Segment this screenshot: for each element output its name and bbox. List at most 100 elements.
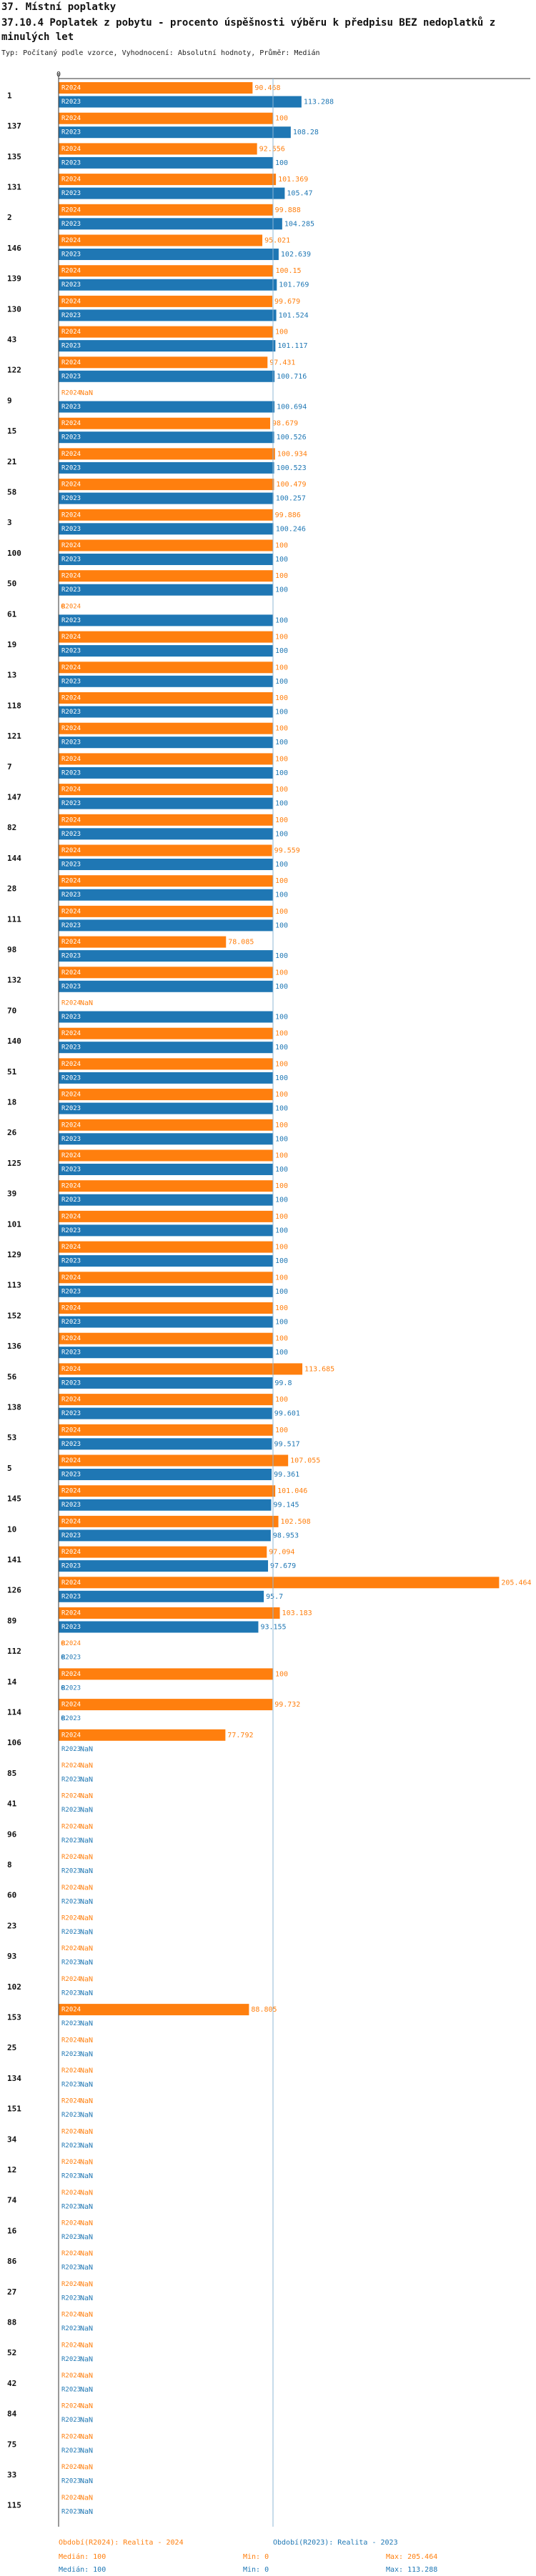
series-row-label: R2024 <box>61 268 81 275</box>
value-label: 113.685 <box>304 1365 334 1373</box>
value-label: 101.117 <box>277 342 307 350</box>
value-label: NaN <box>80 1914 93 1922</box>
category-label: 13 <box>7 671 16 680</box>
series-row-label: R2024 <box>61 2495 81 2502</box>
series-row-label: R2024 <box>61 603 81 610</box>
category-label: 51 <box>7 1067 17 1077</box>
value-label: NaN <box>80 2050 93 2058</box>
category-label: 137 <box>7 121 21 131</box>
series-row-label: R2024 <box>61 511 81 519</box>
value-label: 100 <box>275 1396 288 1404</box>
category-label: 147 <box>7 792 21 802</box>
series-row-label: R2024 <box>61 1366 81 1373</box>
bar <box>59 631 273 643</box>
series-row-label: R2024 <box>61 2403 81 2410</box>
series-row-label: R2023 <box>61 373 81 380</box>
series-row-label: R2023 <box>61 1410 81 1417</box>
value-label: NaN <box>80 2433 93 2441</box>
value-label: NaN <box>80 2128 93 2136</box>
value-label: NaN <box>80 2372 93 2380</box>
series-row-label: R2023 <box>61 709 81 716</box>
bar <box>59 797 273 809</box>
category-label: 101 <box>7 1219 21 1229</box>
category-label: 136 <box>7 1342 21 1351</box>
value-label: 100 <box>275 1091 288 1099</box>
series-row-label: R2024 <box>61 1945 81 1952</box>
category-label: 39 <box>7 1189 16 1199</box>
value-label: 99.601 <box>274 1410 300 1418</box>
value-label: 100 <box>275 739 288 747</box>
bar <box>59 461 274 474</box>
value-label: 102.639 <box>281 251 311 259</box>
category-label: 131 <box>7 182 21 191</box>
series-row-label: R2023 <box>61 1593 81 1600</box>
bar <box>59 875 273 887</box>
series-row-label: R2024 <box>61 1579 81 1587</box>
bar <box>59 370 275 382</box>
bar <box>59 980 273 992</box>
series-row-label: R2024 <box>61 390 81 397</box>
value-label: 100 <box>275 1105 288 1113</box>
bar <box>59 1529 271 1542</box>
category-label: 151 <box>7 2105 21 2114</box>
series-row-label: R2023 <box>61 1319 81 1326</box>
value-label: NaN <box>80 1945 93 1953</box>
series-row-label: R2023 <box>61 312 81 319</box>
value-label: 101.369 <box>278 176 308 184</box>
value-label: 97.094 <box>269 1549 294 1557</box>
value-label: NaN <box>80 1807 93 1814</box>
category-label: 134 <box>7 2074 21 2083</box>
value-label: 100 <box>275 1257 288 1265</box>
series-row-label: R2023 <box>61 1136 81 1143</box>
series-row-label: R2023 <box>61 2173 81 2180</box>
value-label: 100.257 <box>276 495 306 503</box>
series-row-label: R2024 <box>61 664 81 672</box>
category-label: 100 <box>7 549 21 558</box>
value-label: 100 <box>275 678 288 686</box>
category-label: 50 <box>7 579 16 589</box>
bar <box>59 1424 273 1436</box>
series-row-label: R2024 <box>61 2037 81 2044</box>
series-row-label: R2024 <box>61 1061 81 1068</box>
value-label: 98.679 <box>272 420 298 428</box>
legend-entry: Období(R2024): Realita - 2024 <box>59 2538 184 2547</box>
bar <box>59 1621 259 1633</box>
series-row-label: R2024 <box>61 115 81 122</box>
value-label: 0 <box>61 1715 65 1723</box>
category-label: 139 <box>7 274 21 284</box>
series-row-label: R2024 <box>61 2159 81 2166</box>
value-label: 205.464 <box>501 1579 531 1587</box>
value-label: NaN <box>80 2250 93 2258</box>
series-row-label: R2023 <box>61 1197 81 1204</box>
category-label: 15 <box>7 426 16 436</box>
category-label: 140 <box>7 1037 21 1046</box>
series-row-label: R2023 <box>61 1777 81 1784</box>
value-label: NaN <box>80 2037 93 2045</box>
value-label: NaN <box>80 2172 93 2180</box>
value-label: NaN <box>80 2264 93 2272</box>
value-label: NaN <box>80 999 93 1007</box>
value-label: 100 <box>275 709 288 717</box>
value-label: 101.046 <box>277 1487 307 1495</box>
series-row-label: R2024 <box>61 1244 81 1251</box>
series-row-label: R2023 <box>61 2478 81 2485</box>
series-row-label: R2024 <box>61 542 81 549</box>
value-label: NaN <box>80 2234 93 2242</box>
bar <box>59 889 273 901</box>
bar <box>59 1699 273 1711</box>
category-label: 118 <box>7 701 21 710</box>
series-row-label: R2023 <box>61 769 81 777</box>
bar <box>59 1119 273 1131</box>
category-label: 26 <box>7 1128 17 1137</box>
category-label: 70 <box>7 1006 16 1015</box>
value-label: 100 <box>275 922 288 929</box>
category-label: 121 <box>7 732 21 741</box>
series-row-label: R2023 <box>61 2387 81 2394</box>
category-label: 34 <box>7 2135 17 2144</box>
series-row-label: R2023 <box>61 1258 81 1265</box>
series-row-label: R2023 <box>61 1502 81 1509</box>
value-label: 100 <box>275 329 288 336</box>
value-label: 100 <box>275 786 288 794</box>
bar <box>59 1272 273 1284</box>
series-row-label: R2024 <box>61 787 81 794</box>
